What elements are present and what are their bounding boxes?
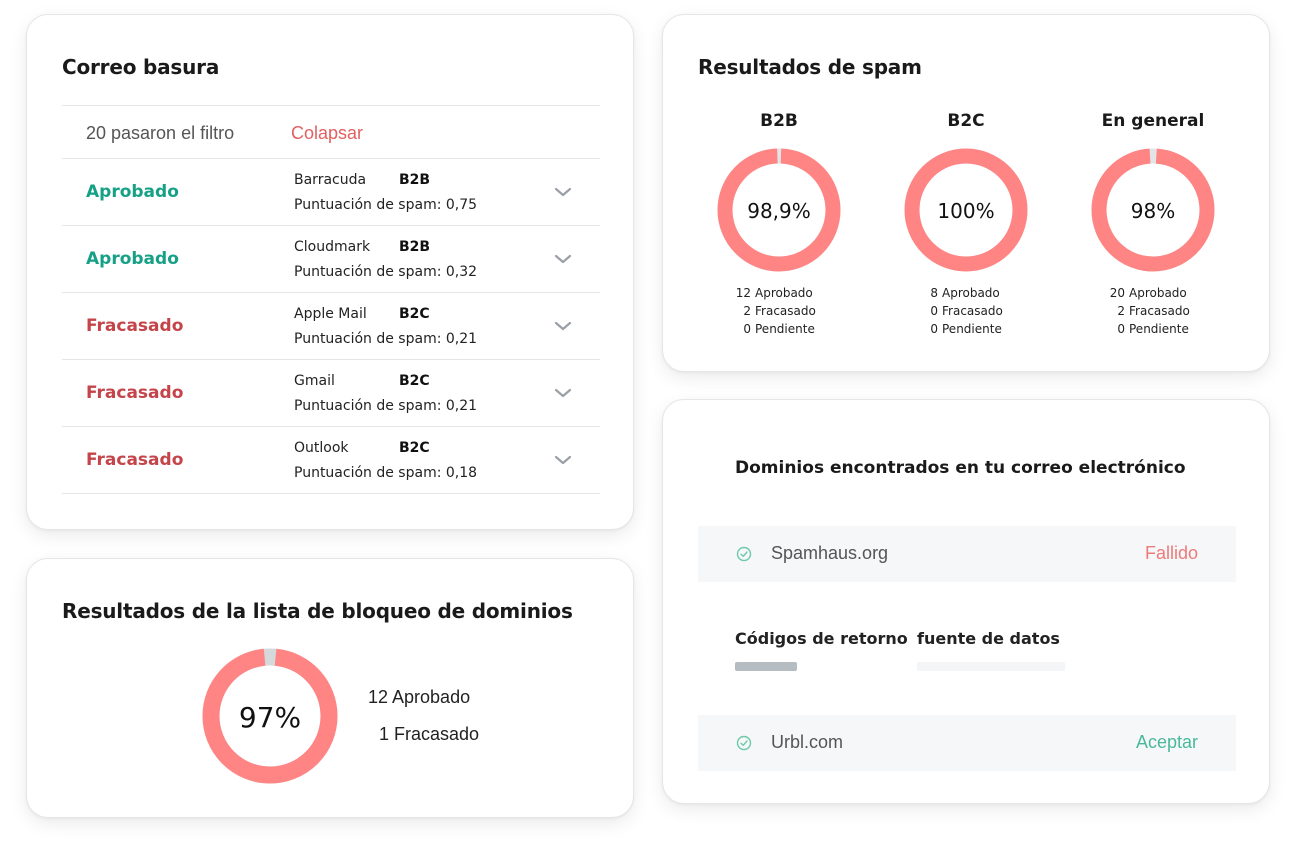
donut-arc bbox=[717, 148, 841, 272]
chevron-down-icon[interactable] bbox=[552, 183, 574, 201]
row-type: B2C bbox=[399, 306, 430, 322]
chevron-down-icon[interactable] bbox=[552, 384, 574, 402]
row-type: B2B bbox=[399, 172, 431, 188]
approved-label: Aprobado bbox=[942, 286, 1000, 300]
return-codes-label: Códigos de retorno bbox=[735, 629, 908, 648]
row-spam-score: Puntuación de spam: 0,32 bbox=[294, 264, 478, 280]
junk-row[interactable]: Aprobado Barracuda B2B Puntuación de spa… bbox=[62, 159, 600, 226]
blocklist-approved: 12 Aprobado bbox=[368, 687, 471, 707]
row-provider: Outlook bbox=[294, 440, 349, 456]
junk-row[interactable]: Fracasado Outlook B2C Puntuación de spam… bbox=[62, 427, 600, 494]
row-status: Aprobado bbox=[86, 249, 179, 269]
blocklist-donut: 97% bbox=[202, 648, 338, 784]
failed-count: 0 bbox=[930, 304, 938, 318]
domain-name: Spamhaus.org bbox=[771, 543, 889, 563]
row-type: B2B bbox=[399, 239, 431, 255]
donut-percent: 97% bbox=[239, 701, 301, 734]
failed-count: 2 bbox=[743, 304, 751, 318]
spam-legend: 8 Aprobado 0 Fracasado 0 Pendiente bbox=[886, 284, 1046, 338]
row-status: Fracasado bbox=[86, 383, 184, 403]
approved-label: Aprobado bbox=[1129, 286, 1187, 300]
pending-count: 0 bbox=[1117, 322, 1125, 336]
spam-results-card: Resultados de spam B2B 98,9% 12 Aprobado … bbox=[662, 14, 1270, 372]
row-spam-score: Puntuación de spam: 0,75 bbox=[294, 197, 478, 213]
row-spam-score: Puntuación de spam: 0,21 bbox=[294, 331, 478, 347]
blocklist-failed: 1 Fracasado bbox=[379, 724, 480, 744]
pending-label: Pendiente bbox=[942, 322, 1002, 336]
accept-button[interactable]: Aceptar bbox=[1135, 732, 1198, 752]
approved-count: 20 bbox=[1109, 286, 1125, 300]
row-provider: Gmail bbox=[294, 373, 335, 389]
pending-label: Pendiente bbox=[755, 322, 815, 336]
spam-column-title: En general bbox=[1101, 111, 1205, 131]
failed-label: Fracasado bbox=[1129, 304, 1190, 318]
chevron-down-icon[interactable] bbox=[552, 250, 574, 268]
spam-donut: 98% bbox=[1091, 148, 1215, 272]
pending-count: 0 bbox=[743, 322, 751, 336]
data-source-label: fuente de datos bbox=[917, 629, 1060, 648]
spam-column-title: B2B bbox=[760, 111, 798, 131]
junk-mail-card: Correo basura 20 pasaron el filtro Colap… bbox=[26, 14, 634, 530]
donut-percent: 98,9% bbox=[747, 199, 811, 223]
row-status: Aprobado bbox=[86, 182, 179, 202]
spam-column-b2c: B2C 100% 8 Aprobado 0 Fracasado 0 Pendiente bbox=[886, 107, 1046, 347]
row-status: Fracasado bbox=[86, 316, 184, 336]
spam-column-title: B2C bbox=[947, 111, 985, 131]
return-codes-placeholder bbox=[735, 662, 797, 671]
donut-arc bbox=[904, 148, 1028, 272]
junk-summary: 20 pasaron el filtro Colapsar bbox=[62, 105, 600, 159]
chevron-down-icon[interactable] bbox=[552, 451, 574, 469]
domain-row-urbl[interactable]: Urbl.com Aceptar bbox=[698, 715, 1236, 771]
spam-donut: 98,9% bbox=[717, 148, 841, 272]
spam-legend: 20 Aprobado 2 Fracasado 0 Pendiente bbox=[1073, 284, 1233, 338]
spam-legend: 12 Aprobado 2 Fracasado 0 Pendiente bbox=[699, 284, 859, 338]
donut-percent: 100% bbox=[937, 199, 994, 223]
junk-row[interactable]: Fracasado Gmail B2C Puntuación de spam: … bbox=[62, 360, 600, 427]
blocklist-card: Resultados de la lista de bloqueo de dom… bbox=[26, 558, 634, 818]
data-source-placeholder bbox=[917, 662, 1065, 671]
junk-title: Correo basura bbox=[62, 55, 220, 79]
spam-column-overall: En general 98% 20 Aprobado 2 Fracasado 0 Pe… bbox=[1073, 107, 1233, 347]
failed-label: Fracasado bbox=[755, 304, 816, 318]
pending-label: Pendiente bbox=[1129, 322, 1189, 336]
domain-row-spamhaus[interactable]: Spamhaus.org Fallido bbox=[698, 526, 1236, 582]
approved-count: 12 bbox=[735, 286, 751, 300]
blocklist-title: Resultados de la lista de bloqueo de dom… bbox=[62, 599, 573, 623]
failed-label: Fracasado bbox=[942, 304, 1003, 318]
spam-title: Resultados de spam bbox=[698, 55, 922, 79]
domain-status: Fallido bbox=[1144, 543, 1198, 563]
check-circle-icon bbox=[736, 735, 752, 751]
row-spam-score: Puntuación de spam: 0,18 bbox=[294, 465, 478, 481]
collapse-link[interactable]: Colapsar bbox=[291, 123, 364, 143]
row-provider: Apple Mail bbox=[294, 306, 367, 322]
spam-donut: 100% bbox=[904, 148, 1028, 272]
passed-filter-count: 20 pasaron el filtro bbox=[86, 123, 235, 143]
row-type: B2C bbox=[399, 440, 430, 456]
junk-row[interactable]: Aprobado Cloudmark B2B Puntuación de spa… bbox=[62, 226, 600, 293]
spam-column-b2b: B2B 98,9% 12 Aprobado 2 Fracasado 0 Pendien… bbox=[699, 107, 859, 347]
approved-label: Aprobado bbox=[755, 286, 813, 300]
chevron-down-icon[interactable] bbox=[552, 317, 574, 335]
donut-arc bbox=[1091, 148, 1215, 272]
pending-count: 0 bbox=[930, 322, 938, 336]
donut-arc bbox=[202, 648, 338, 784]
row-spam-score: Puntuación de spam: 0,21 bbox=[294, 398, 478, 414]
domain-name: Urbl.com bbox=[771, 732, 844, 752]
row-status: Fracasado bbox=[86, 450, 184, 470]
failed-count: 2 bbox=[1117, 304, 1125, 318]
row-provider: Barracuda bbox=[294, 172, 367, 188]
row-provider: Cloudmark bbox=[294, 239, 371, 255]
junk-row[interactable]: Fracasado Apple Mail B2C Puntuación de s… bbox=[62, 293, 600, 360]
domains-title: Dominios encontrados en tu correo electr… bbox=[735, 458, 1186, 478]
check-circle-icon bbox=[736, 546, 752, 562]
approved-count: 8 bbox=[930, 286, 938, 300]
donut-percent: 98% bbox=[1131, 199, 1175, 223]
row-type: B2C bbox=[399, 373, 430, 389]
domains-card: Dominios encontrados en tu correo electr… bbox=[662, 399, 1270, 804]
